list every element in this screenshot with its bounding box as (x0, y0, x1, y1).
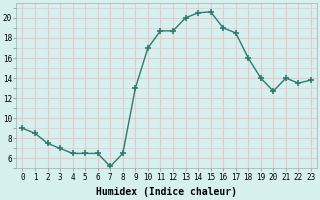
X-axis label: Humidex (Indice chaleur): Humidex (Indice chaleur) (96, 187, 237, 197)
